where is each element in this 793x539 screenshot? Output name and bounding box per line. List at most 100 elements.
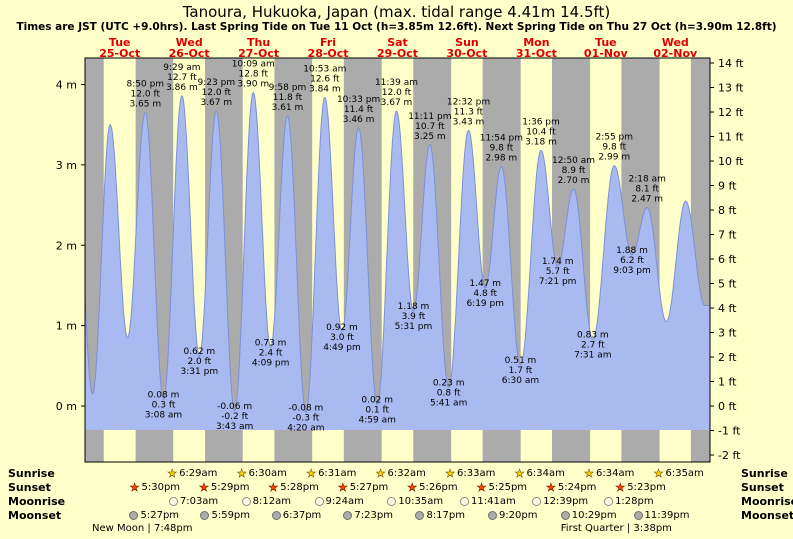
day-label-date: 28-Oct <box>308 47 349 60</box>
moonset-icon <box>560 511 570 520</box>
sunset-time: 5:23pm <box>627 482 666 493</box>
moon-phase-label: First Quarter | 3:38pm <box>560 523 672 534</box>
y-axis-label-ft: -2 ft <box>718 449 741 462</box>
sunset-icon: ★ <box>407 481 418 494</box>
sunrise-time: 6:35am <box>665 468 704 479</box>
tide-curve-area <box>85 92 710 430</box>
sunrise-event: ★ 6:29am <box>167 467 217 480</box>
sunrise-icon: ★ <box>514 467 525 480</box>
day-label-name: Tue <box>109 36 131 49</box>
low-tide-annotation: 1.47 m 4.8 ft 6:19 pm <box>466 279 504 309</box>
day-label-name: Mon <box>523 36 549 49</box>
sunset-icon: ★ <box>615 481 626 494</box>
high-tide-annotation: 2:55 pm 9.8 ft 2.99 m <box>595 133 633 163</box>
y-axis-label-ft: 0 ft <box>718 400 737 413</box>
high-tide-annotation: 9:23 pm 12.0 ft 3.67 m <box>198 78 236 108</box>
y-axis-label-ft: 5 ft <box>718 278 737 291</box>
moonset-event: 5:59pm <box>200 509 250 522</box>
page-title: Tanoura, Hukuoka, Japan (max. tidal rang… <box>182 3 611 21</box>
sunrise-event: ★ 6:34am <box>584 467 634 480</box>
high-tide-annotation: 2:18 am 8.1 ft 2.47 m <box>629 174 666 204</box>
day-label-date: 30-Oct <box>446 47 487 60</box>
sunrise-time: 6:30am <box>248 468 287 479</box>
y-axis-label-ft: 7 ft <box>718 229 737 242</box>
moonrise-time: 11:41am <box>471 496 516 507</box>
low-tide-annotation: 0.02 m 0.1 ft 4:59 am <box>359 395 396 425</box>
low-tide-annotation: 0.51 m 1.7 ft 6:30 am <box>502 356 539 386</box>
low-tide-annotation: 0.92 m 3.0 ft 4:49 pm <box>323 323 361 353</box>
sunset-event: ★ 5:23pm <box>615 481 666 494</box>
moonset-event: 11:39pm <box>633 509 690 522</box>
y-axis-label-ft: 12 ft <box>718 106 744 119</box>
sunrise-event: ★ 6:33am <box>445 467 495 480</box>
moonset-icon <box>487 511 497 520</box>
moonrise-event: 9:24am <box>314 495 364 508</box>
sunrise-time: 6:34am <box>526 468 565 479</box>
moonset-row-label-left: Moonset <box>8 509 62 522</box>
high-tide-annotation: 9:58 pm 11.8 ft 3.61 m <box>269 83 307 113</box>
y-axis-label-m: 0 m <box>56 400 77 413</box>
moonrise-icon <box>604 497 614 506</box>
sunset-event: ★ 5:28pm <box>268 481 319 494</box>
sunset-icon: ★ <box>546 481 556 494</box>
moonset-event: 8:17pm <box>415 509 465 522</box>
day-label-date: 29-Oct <box>377 47 418 60</box>
y-axis-label-ft: 14 ft <box>718 57 744 70</box>
low-tide-annotation: 0.23 m 0.8 ft 5:41 am <box>430 379 467 409</box>
day-label-name: Fri <box>320 36 336 49</box>
sunrise-event: ★ 6:32am <box>375 467 426 480</box>
y-axis-label-ft: 9 ft <box>718 180 737 193</box>
high-tide-annotation: 12:32 pm 11.3 ft 3.43 m <box>447 97 490 127</box>
moonset-time: 11:39pm <box>644 510 690 521</box>
page-subtitle: Times are JST (UTC +9.0hrs). Last Spring… <box>16 21 777 33</box>
sunset-row-label-left: Sunset <box>8 481 51 494</box>
day-label-date: 27-Oct <box>238 47 279 60</box>
high-tide-annotation: 10:53 am 12.6 ft 3.84 m <box>303 64 346 94</box>
y-axis-label-ft: 8 ft <box>718 204 737 217</box>
moonrise-icon <box>168 497 178 506</box>
high-tide-annotation: 11:11 pm 10.7 ft 3.25 m <box>408 112 451 142</box>
high-tide-annotation: 1:36 pm 10.4 ft 3.18 m <box>522 117 560 147</box>
high-tide-annotation: 8:50 pm 12.0 ft 3.65 m <box>127 80 165 110</box>
sunset-event: ★ 5:26pm <box>407 481 458 494</box>
moonrise-time: 8:12am <box>252 496 291 507</box>
sunset-icon: ★ <box>268 481 279 494</box>
low-tide-annotation: -0.06 m -0.2 ft 3:43 am <box>216 402 253 432</box>
y-axis-label-ft: 2 ft <box>718 351 737 364</box>
moonrise-row-label-right: Moonrise <box>741 495 793 508</box>
sunrise-event: ★ 6:35am <box>653 467 704 480</box>
moonset-time: 9:20pm <box>498 510 538 521</box>
day-label-name: Wed <box>662 36 689 49</box>
y-axis-label-m: 1 m <box>56 320 77 333</box>
y-axis-label-ft: 4 ft <box>718 302 737 315</box>
day-label-name: Sat <box>387 36 408 49</box>
sunset-time: 5:25pm <box>488 482 528 493</box>
sunrise-time: 6:32am <box>387 468 426 479</box>
sunrise-event: ★ 6:30am <box>236 467 287 480</box>
moon-phase-label: New Moon | 7:48pm <box>92 523 193 534</box>
moonset-event: 9:20pm <box>487 509 538 522</box>
high-tide-annotation: 11:54 pm 9.8 ft 2.98 m <box>480 133 523 163</box>
moonset-event: 7:23pm <box>343 509 393 522</box>
moonset-time: 5:27pm <box>140 510 180 521</box>
sunrise-time: 6:31am <box>318 468 357 479</box>
sunset-time: 5:24pm <box>557 482 597 493</box>
moonrise-event: 11:41am <box>460 495 516 508</box>
moonrise-event: 8:12am <box>241 495 291 508</box>
day-label-name: Wed <box>176 36 203 49</box>
sunset-event: ★ 5:30pm <box>129 481 180 494</box>
high-tide-annotation: 12:50 am 8.9 ft 2.70 m <box>552 156 595 186</box>
moonset-icon <box>271 511 281 520</box>
moonrise-icon <box>460 497 470 506</box>
moonset-icon <box>129 511 139 520</box>
sunset-event: ★ 5:25pm <box>476 481 528 494</box>
sunrise-icon: ★ <box>375 467 386 480</box>
moonset-event: 5:27pm <box>129 509 179 522</box>
high-tide-annotation: 10:09 am 12.8 ft 3.90 m <box>232 60 275 90</box>
sunrise-time: 6:33am <box>457 468 496 479</box>
sunset-event: ★ 5:29pm <box>199 481 250 494</box>
moonset-time: 8:17pm <box>426 510 465 521</box>
low-tide-annotation: 1.74 m 5.7 ft 7:21 pm <box>539 257 577 287</box>
moonrise-icon <box>241 497 251 506</box>
